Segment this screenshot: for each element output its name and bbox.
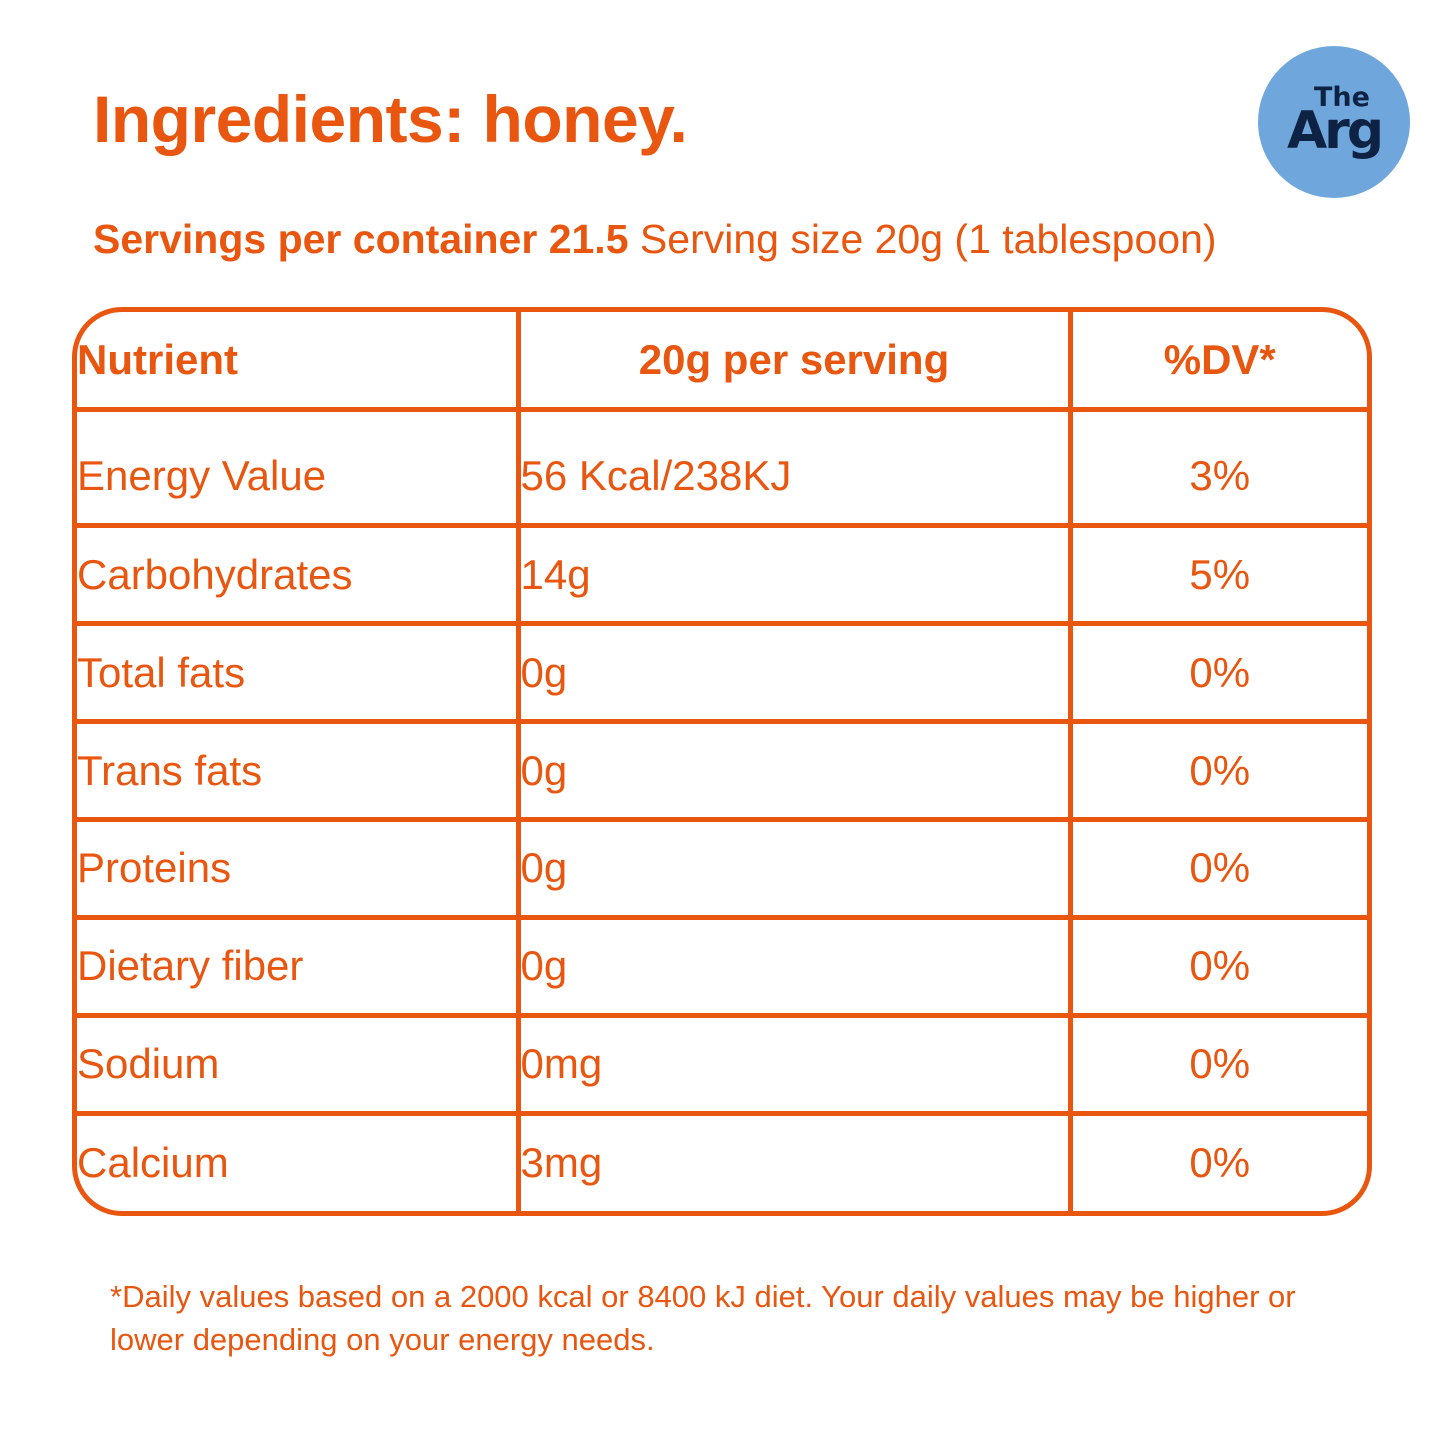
header-dv: %DV* bbox=[1070, 312, 1367, 413]
cell-dv: 3% bbox=[1070, 409, 1367, 529]
table-row: Sodium 0mg 0% bbox=[77, 1015, 1367, 1116]
logo-mark: The Arg bbox=[1287, 82, 1384, 161]
cell-nutrient: Energy Value bbox=[77, 409, 521, 529]
cell-nutrient: Dietary fiber bbox=[77, 917, 521, 1018]
cell-dv: 0% bbox=[1189, 1139, 1251, 1187]
nutrition-table-frame: Nutrient 20g per serving %DV* Energy Val… bbox=[72, 307, 1372, 1216]
cell-nutrient: Sodium bbox=[77, 1015, 521, 1116]
table-row: Trans fats 0g 0% bbox=[77, 721, 1367, 822]
cell-nutrient: Proteins bbox=[77, 819, 521, 920]
cell-amount: 0mg bbox=[518, 1015, 1073, 1116]
table-row: Energy Value 56 Kcal/238KJ 3% bbox=[77, 409, 1367, 529]
cell-amount: 0g bbox=[518, 917, 1073, 1018]
cell-dv: 0% bbox=[1070, 917, 1367, 1018]
cell-amount: 14g bbox=[518, 525, 1073, 627]
cell-dv: 0% bbox=[1070, 721, 1367, 822]
cell-nutrient: Total fats bbox=[77, 623, 521, 725]
table-header-row: Nutrient 20g per serving %DV* bbox=[77, 312, 1367, 413]
logo-line1: The bbox=[1314, 82, 1370, 113]
cell-amount: 0g bbox=[518, 721, 1073, 822]
cell-nutrient: Carbohydrates bbox=[77, 525, 521, 627]
nutrition-table: Nutrient 20g per serving %DV* Energy Val… bbox=[77, 312, 1367, 1211]
cell-amount: 3mg bbox=[518, 1113, 1073, 1211]
cell-amount: 0g bbox=[518, 819, 1073, 920]
table-row: Dietary fiber 0g 0% bbox=[77, 917, 1367, 1018]
header-nutrient: Nutrient bbox=[77, 312, 521, 413]
cell-nutrient: Calcium bbox=[77, 1113, 521, 1211]
cell-amount: 56 Kcal/238KJ bbox=[518, 409, 1073, 529]
header-per-serving: 20g per serving bbox=[518, 312, 1073, 413]
daily-values-footnote: *Daily values based on a 2000 kcal or 84… bbox=[110, 1279, 1296, 1357]
cell-dv: 5% bbox=[1070, 525, 1367, 627]
ingredients-title: Ingredients: honey. bbox=[93, 82, 688, 156]
servings-line: Servings per container 21.5 Serving size… bbox=[93, 215, 1217, 264]
the-arg-logo: The Arg bbox=[1258, 46, 1410, 198]
cell-dv: 0% bbox=[1070, 819, 1367, 920]
logo-line2: Arg bbox=[1287, 101, 1381, 161]
cell-dv: 0% bbox=[1070, 623, 1367, 725]
cell-nutrient: Trans fats bbox=[77, 721, 521, 822]
table-row: Total fats 0g 0% bbox=[77, 623, 1367, 725]
cell-amount: 0g bbox=[518, 623, 1073, 725]
serving-size: Serving size 20g (1 tablespoon) bbox=[639, 216, 1217, 262]
table-row: Proteins 0g 0% bbox=[77, 819, 1367, 920]
table-row: Calcium 3mg 0% bbox=[77, 1113, 1367, 1211]
servings-per-container: Servings per container 21.5 bbox=[93, 216, 629, 262]
table-row: Carbohydrates 14g 5% bbox=[77, 525, 1367, 627]
cell-dv: 0% bbox=[1070, 1015, 1367, 1116]
